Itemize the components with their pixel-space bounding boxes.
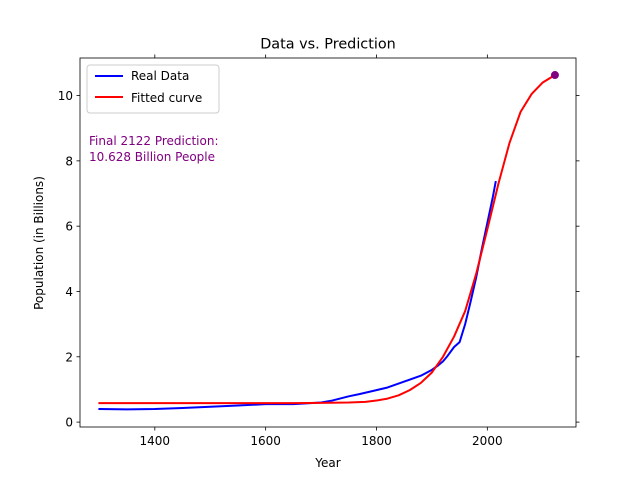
x-ticks: 1400 1600 1800 2000 [140,54,503,448]
prediction-point [550,71,559,80]
legend: Real Data Fitted curve [86,64,220,114]
plot-frame [79,57,577,428]
prediction-annotation: Final 2122 Prediction: 10.628 Billion Pe… [89,134,218,164]
y-tick-label: 4 [65,285,73,299]
plot-area [80,58,576,427]
legend-label-fitted-curve: Fitted curve [131,91,202,105]
x-tick-label: 1400 [140,434,171,448]
annotation-line-1: Final 2122 Prediction: [89,134,218,148]
y-axis-label: Population (in Billions) [32,176,46,310]
x-tick-label: 2000 [472,434,503,448]
y-tick-label: 2 [65,350,73,364]
x-tick-label: 1800 [361,434,392,448]
y-tick-label: 0 [65,416,73,430]
x-axis-label: Year [314,456,340,470]
marker-layer [550,71,559,80]
annotation-line-2: 10.628 Billion People [89,150,215,164]
y-tick-label: 10 [58,89,73,103]
y-ticks: 0 2 4 6 8 10 [58,89,580,430]
legend-label-real-data: Real Data [131,69,189,83]
series-line-fitted-curve [98,73,557,405]
series-layer [98,73,557,411]
chart-title: Data vs. Prediction [260,37,396,53]
series-line-real-data [98,180,497,411]
y-tick-label: 8 [65,154,73,168]
x-tick-label: 1600 [250,434,281,448]
y-tick-label: 6 [65,220,73,234]
